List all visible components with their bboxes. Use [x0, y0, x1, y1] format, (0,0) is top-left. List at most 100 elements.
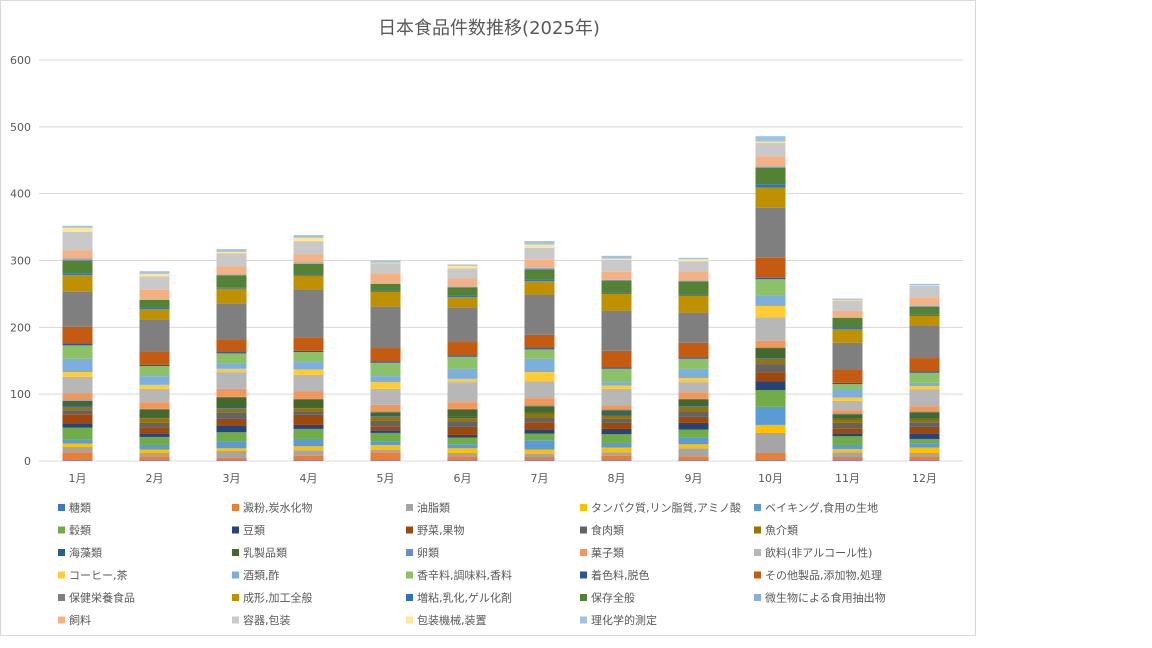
bar-segment: [293, 411, 324, 415]
bar-segment: [62, 227, 93, 232]
bar-segment: [216, 460, 247, 461]
bar-segment: [139, 417, 170, 419]
legend-item: 酒類,酢: [232, 568, 280, 582]
bar-segment: [755, 364, 786, 373]
bar-segment: [216, 353, 247, 364]
legend-swatch: [754, 571, 761, 579]
legend-label: 豆類: [243, 524, 265, 537]
bar-segment: [909, 426, 940, 434]
bar-segment: [216, 397, 247, 409]
bar-segment: [370, 283, 401, 284]
bar-segment: [293, 237, 324, 242]
legend-swatch: [580, 571, 587, 579]
bar-segment: [524, 417, 555, 423]
bar-segment: [524, 449, 555, 454]
bar-segment: [678, 257, 709, 260]
bar-segment: [909, 418, 940, 420]
legend-item: 理化学的測定: [580, 613, 657, 627]
bar-segment: [447, 268, 478, 279]
bar-segment: [293, 446, 324, 451]
legend-label: 着色料,脱色: [591, 568, 650, 582]
bar-segment: [601, 255, 632, 259]
legend-item: 包装機械,装置: [406, 613, 487, 627]
bar-segment: [755, 279, 786, 296]
legend-item: 糖類: [58, 501, 91, 515]
bar-segment: [524, 281, 555, 295]
bar-segment: [139, 433, 170, 437]
bar-segment: [832, 317, 863, 329]
bar-segment: [755, 295, 786, 306]
bar-segment: [62, 225, 93, 228]
bar-segment: [62, 406, 93, 411]
bar-segment: [832, 400, 863, 411]
legend-label: 食肉類: [591, 523, 624, 537]
bar-segment: [370, 449, 401, 453]
bar-segment: [216, 368, 247, 373]
legend-label: 包装機械,装置: [417, 613, 487, 627]
bar-segment: [370, 361, 401, 363]
legend-item: 魚介類: [754, 524, 798, 537]
legend-label: その他製品,添加物,処理: [765, 568, 882, 582]
bar-segment: [139, 376, 170, 385]
bar-segment: [524, 456, 555, 461]
legend-swatch: [232, 526, 239, 534]
bar-segment: [524, 460, 555, 461]
bar-segment: [909, 438, 940, 444]
x-tick-label: 9月: [685, 472, 703, 485]
legend-label: 乳製品類: [243, 546, 287, 560]
bar-segment: [601, 415, 632, 419]
bar-segment: [139, 460, 170, 461]
bar-segment: [447, 355, 478, 357]
legend-swatch: [580, 549, 587, 556]
bar-segment: [678, 281, 709, 295]
bar-segment: [370, 441, 401, 445]
bar-segment: [216, 275, 247, 288]
bar-segment: [755, 156, 786, 167]
bar-stack: [524, 241, 555, 461]
x-tick-label: 10月: [758, 472, 783, 485]
legend-swatch: [754, 594, 761, 601]
legend-label: 保健栄養食品: [69, 591, 135, 605]
bar-segment: [832, 436, 863, 445]
bar-segment: [62, 260, 93, 274]
bar-segment: [216, 457, 247, 461]
bar-segment: [447, 265, 478, 269]
bar-segment: [755, 207, 786, 258]
bar-segment: [678, 398, 709, 400]
bar-stack: [447, 264, 478, 461]
bar-segment: [216, 274, 247, 276]
bar-segment: [832, 389, 863, 398]
bar-segment: [832, 444, 863, 449]
y-tick-label: 0: [24, 455, 31, 468]
bar-segment: [62, 405, 93, 407]
bar-segment: [447, 287, 478, 296]
bar-segment: [139, 271, 170, 274]
bar-segment: [678, 448, 709, 457]
bar-segment: [832, 384, 863, 390]
bar-segment: [293, 275, 324, 290]
bar-segment: [601, 452, 632, 456]
bar-segment: [216, 253, 247, 267]
x-tick-label: 11月: [835, 472, 860, 485]
bar-stack: [678, 257, 709, 461]
bar-segment: [370, 291, 401, 307]
bar-segment: [909, 358, 940, 372]
bar-segment: [678, 406, 709, 407]
x-tick-label: 3月: [223, 472, 241, 485]
bar-segment: [370, 306, 401, 349]
bar-segment: [62, 414, 93, 424]
bar-segment: [216, 266, 247, 275]
bar-segment: [678, 261, 709, 272]
legend-swatch: [58, 526, 65, 534]
bar-segment: [755, 277, 786, 280]
bar-segment: [293, 424, 324, 429]
bar-segment: [370, 376, 401, 383]
bar-segment: [524, 269, 555, 280]
bar-segment: [909, 443, 940, 448]
bar-segment: [524, 433, 555, 441]
bar-stack: [909, 283, 940, 461]
bar-segment: [755, 460, 786, 461]
x-tick-label: 5月: [377, 472, 395, 485]
bar-segment: [755, 257, 786, 278]
bar-segment: [447, 382, 478, 403]
